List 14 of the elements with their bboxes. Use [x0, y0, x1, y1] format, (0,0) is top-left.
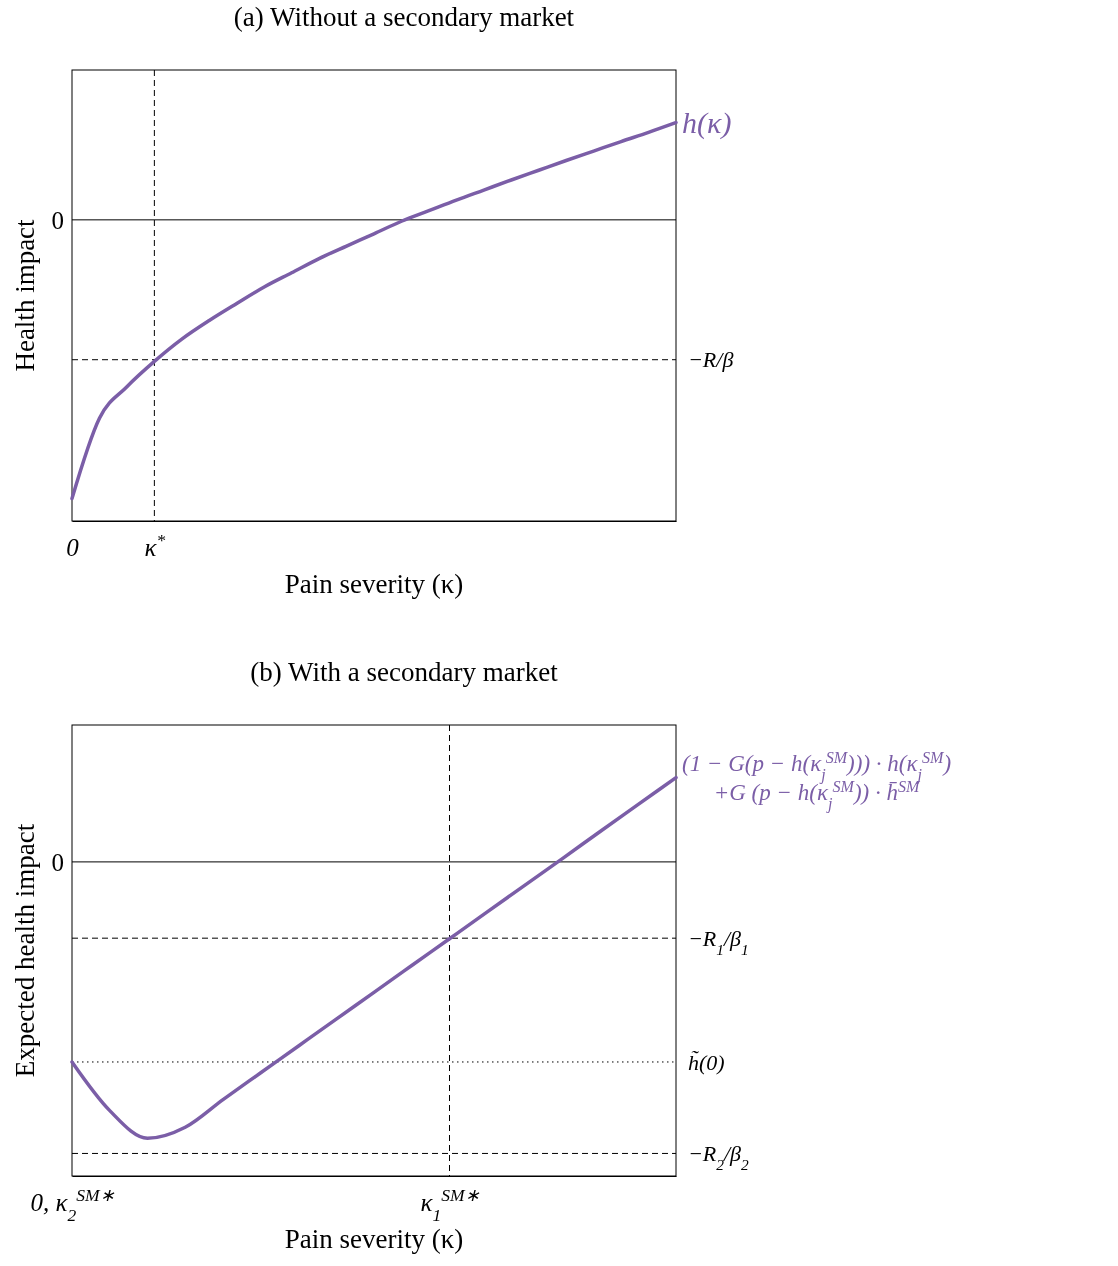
- y-axis-title: Expected health impact: [10, 823, 40, 1078]
- series-label: h(κ): [682, 106, 732, 141]
- ref-line-label: 0: [51, 206, 64, 234]
- ref-line-label: −R$_{1}$/β$_{1}$: [688, 925, 749, 958]
- ref-line-label: 0: [51, 848, 64, 876]
- ref-line-label: −R$_{2}$/β$_{2}$: [688, 1141, 750, 1173]
- ref-line-label: h̃(0): [688, 1049, 725, 1075]
- y-axis-title: Health impact: [10, 218, 40, 372]
- ref-line-label: −R/β: [688, 347, 734, 373]
- chart-title: (a) Without a secondary market: [233, 2, 575, 32]
- x-tick-label: κ$^{*}$: [144, 529, 166, 561]
- x-axis-title: Pain severity (κ): [284, 569, 464, 599]
- chart-title: (b) With a secondary market: [250, 657, 559, 687]
- x-axis-title: Pain severity (κ): [284, 1224, 464, 1254]
